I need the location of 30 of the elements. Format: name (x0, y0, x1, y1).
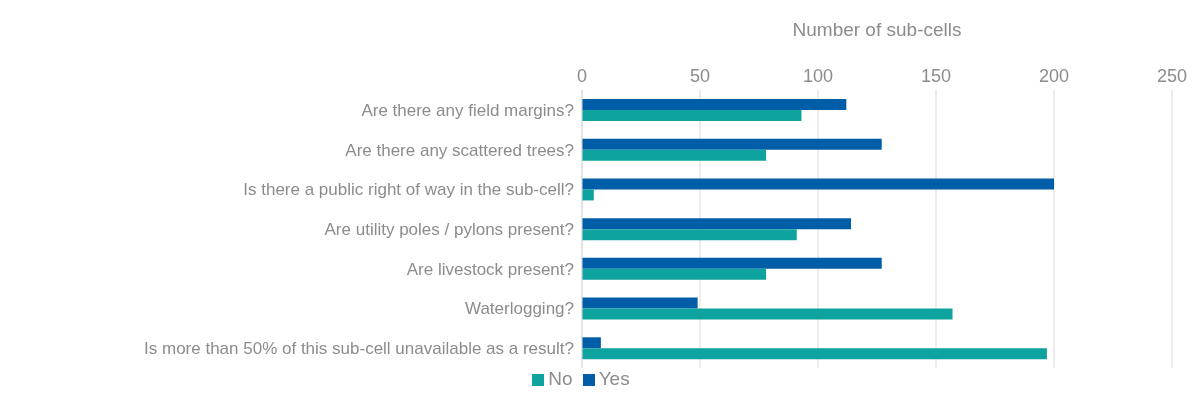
x-tick-label: 250 (1156, 66, 1188, 86)
bar (582, 229, 797, 241)
x-tick-label: 0 (576, 66, 588, 86)
y-tick-label: Are there any field margins? (361, 100, 574, 120)
bar (582, 110, 802, 121)
x-tick-label: 150 (920, 66, 952, 86)
bar (582, 189, 594, 201)
bar (582, 268, 767, 280)
x-tick-label: 200 (1038, 66, 1070, 86)
bar (582, 308, 953, 320)
y-tick-label: Are livestock present? (406, 259, 574, 279)
legend-label: No (548, 368, 573, 389)
y-tick-label: Is more than 50% of this sub-cell unavailable as a result? (144, 339, 574, 359)
bar (582, 297, 698, 309)
bar (582, 348, 1047, 360)
bar (582, 149, 767, 161)
x-tick-label: 100 (802, 66, 834, 86)
x-tick-label: 50 (689, 66, 711, 86)
y-tick-label: Waterlogging? (465, 299, 574, 319)
legend-label: Yes (598, 368, 630, 389)
bar (582, 218, 852, 230)
bar (582, 257, 882, 269)
x-axis-title: Number of sub-cells (792, 19, 962, 40)
y-tick-label: Are utility poles / pylons present? (324, 220, 574, 240)
bar (582, 178, 1054, 190)
bar (582, 337, 601, 349)
y-tick-label: Are there any scattered trees? (345, 140, 574, 160)
bar (582, 138, 882, 150)
y-tick-label: Is there a public right of way in the sub-cell? (243, 180, 574, 200)
bar (582, 99, 847, 110)
